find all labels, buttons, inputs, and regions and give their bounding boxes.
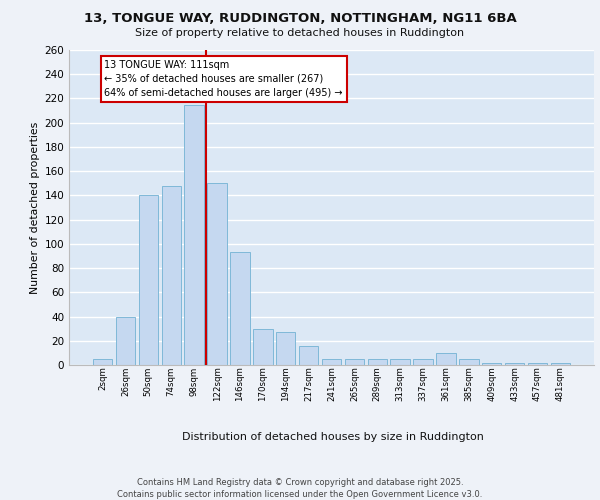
Bar xyxy=(528,362,547,365)
Bar xyxy=(436,353,455,365)
Bar xyxy=(482,362,502,365)
Bar xyxy=(459,359,479,365)
Bar xyxy=(391,359,410,365)
Bar xyxy=(322,359,341,365)
Bar xyxy=(139,196,158,365)
Y-axis label: Number of detached properties: Number of detached properties xyxy=(30,122,40,294)
Bar xyxy=(184,104,204,365)
Bar xyxy=(161,186,181,365)
Bar xyxy=(93,359,112,365)
Text: Distribution of detached houses by size in Ruddington: Distribution of detached houses by size … xyxy=(182,432,484,442)
Bar xyxy=(505,362,524,365)
Text: Size of property relative to detached houses in Ruddington: Size of property relative to detached ho… xyxy=(136,28,464,38)
Bar xyxy=(276,332,295,365)
Bar xyxy=(116,316,135,365)
Bar xyxy=(299,346,319,365)
Bar xyxy=(551,362,570,365)
Bar xyxy=(413,359,433,365)
Bar xyxy=(368,359,387,365)
Text: Contains HM Land Registry data © Crown copyright and database right 2025.
Contai: Contains HM Land Registry data © Crown c… xyxy=(118,478,482,499)
Bar xyxy=(253,328,272,365)
Text: 13 TONGUE WAY: 111sqm
← 35% of detached houses are smaller (267)
64% of semi-det: 13 TONGUE WAY: 111sqm ← 35% of detached … xyxy=(104,60,343,98)
Bar xyxy=(208,184,227,365)
Text: 13, TONGUE WAY, RUDDINGTON, NOTTINGHAM, NG11 6BA: 13, TONGUE WAY, RUDDINGTON, NOTTINGHAM, … xyxy=(83,12,517,26)
Bar xyxy=(230,252,250,365)
Bar xyxy=(344,359,364,365)
